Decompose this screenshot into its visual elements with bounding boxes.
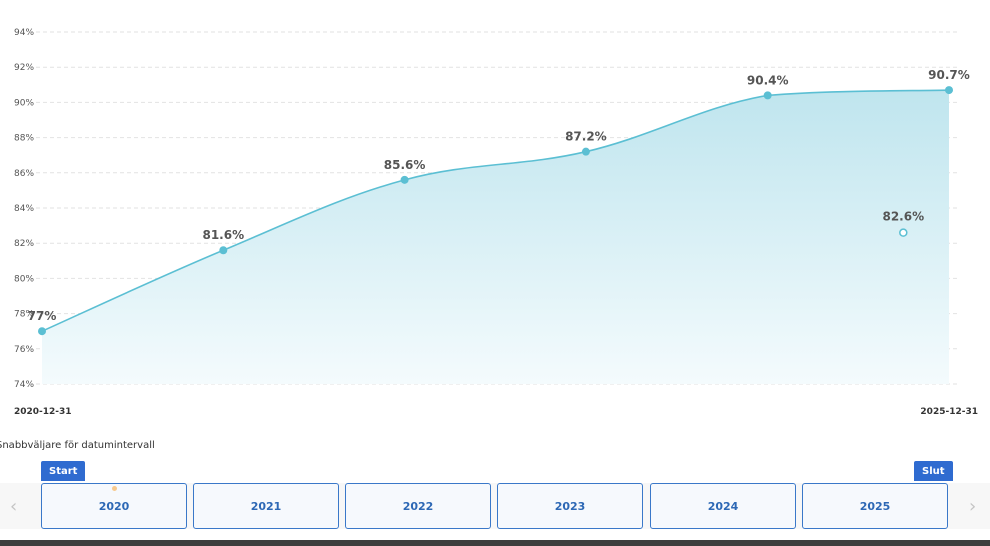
data-label-4: 90.4% <box>747 73 789 87</box>
range-start-handle[interactable]: Start <box>41 461 86 481</box>
y-tick-label: 74% <box>14 380 34 390</box>
data-point-1[interactable] <box>219 246 228 255</box>
data-label-2: 85.6% <box>384 158 426 172</box>
year-button-2022[interactable]: 2022 <box>345 483 491 529</box>
series-area <box>42 90 949 384</box>
current-position-marker <box>112 486 117 491</box>
year-button-2021[interactable]: 2021 <box>193 483 339 529</box>
y-tick-label: 92% <box>14 63 34 73</box>
range-picker-label: Snabbväljare för datumintervall <box>0 440 155 451</box>
data-point-2[interactable] <box>400 175 409 184</box>
y-tick-label: 82% <box>14 239 34 249</box>
y-axis-ticks: 74% 76% 78% 80% 82% 84% 86% 88% 90% 92% 94% <box>14 28 34 390</box>
data-label-1: 81.6% <box>202 228 244 242</box>
year-button-2025[interactable]: 2025 <box>802 483 948 529</box>
y-tick-label: 94% <box>14 28 34 38</box>
y-tick-label: 76% <box>14 345 34 355</box>
y-tick-label: 78% <box>14 310 34 320</box>
x-axis-start-label: 2020-12-31 <box>14 407 72 417</box>
data-label-3: 87.2% <box>565 130 607 144</box>
data-point-0[interactable] <box>38 327 46 336</box>
data-point-3[interactable] <box>581 147 590 156</box>
y-tick-label: 90% <box>14 98 34 108</box>
data-points <box>38 86 953 336</box>
series-line <box>41 89 950 332</box>
data-label-5: 90.7% <box>928 68 970 82</box>
bottom-border <box>0 540 990 546</box>
y-tick-label: 86% <box>14 169 34 179</box>
extra-data-label: 82.6% <box>882 210 924 224</box>
range-end-handle[interactable]: Slut <box>914 461 953 481</box>
y-tick-label: 88% <box>14 134 34 144</box>
chevron-right-icon[interactable]: › <box>969 496 977 517</box>
data-labels: 77% 81.6% 85.6% 87.2% 90.4% 90.7% 82.6% <box>28 68 970 323</box>
y-tick-label: 80% <box>14 274 34 284</box>
year-button-2024[interactable]: 2024 <box>650 483 796 529</box>
line-area-chart: 74% 76% 78% 80% 82% 84% 86% 88% 90% 92% 94% 77% 81.… <box>14 28 970 390</box>
data-point-4[interactable] <box>763 91 772 100</box>
year-button-2023[interactable]: 2023 <box>497 483 643 529</box>
x-axis-end-label: 2025-12-31 <box>920 407 978 417</box>
extra-data-point[interactable] <box>899 228 908 237</box>
chevron-left-icon[interactable]: ‹ <box>10 496 18 517</box>
data-label-0: 77% <box>28 309 57 323</box>
data-point-5[interactable] <box>945 86 953 95</box>
y-tick-label: 84% <box>14 204 34 214</box>
